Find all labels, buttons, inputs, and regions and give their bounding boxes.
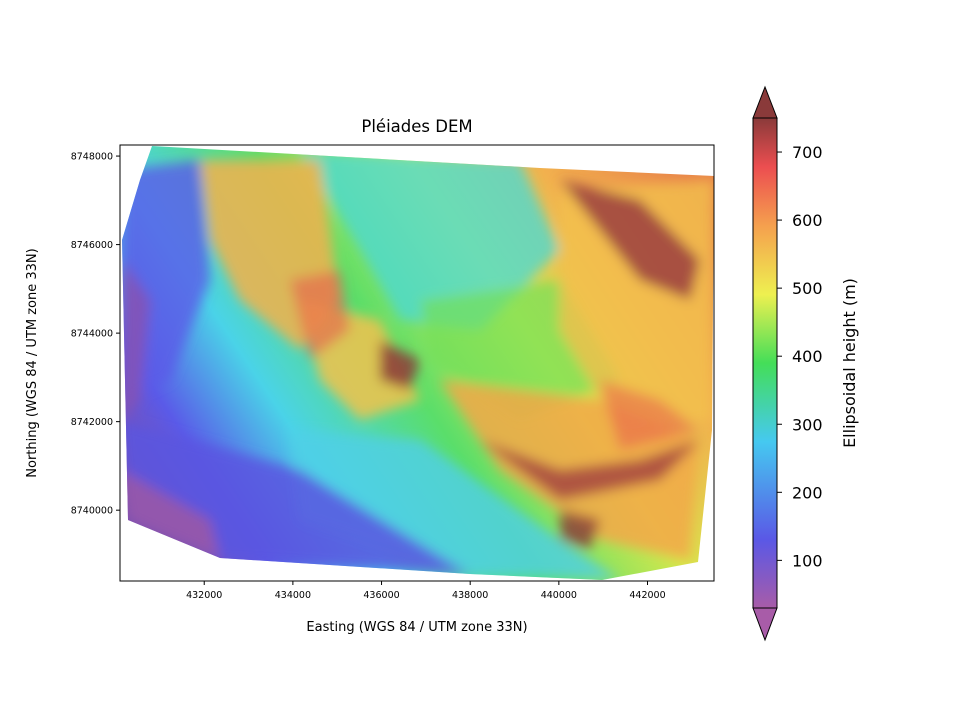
colorbar-ticks: 100 200 300 400 500 600 700 xyxy=(777,143,823,570)
colorbar-tick-label: 100 xyxy=(792,551,823,570)
colorbar-tick-label: 300 xyxy=(792,415,823,434)
colorbar-extend-top xyxy=(752,85,778,119)
colorbar-tick-label: 700 xyxy=(792,143,823,162)
colorbar-label: Ellipsoidal height (m) xyxy=(840,278,859,448)
colorbar-body xyxy=(752,117,778,609)
colorbar-tick-label: 500 xyxy=(792,279,823,298)
y-tick-label: 8748000 xyxy=(71,152,113,163)
x-tick-label: 440000 xyxy=(541,590,577,601)
colorbar-tick-label: 400 xyxy=(792,347,823,366)
x-tick-label: 434000 xyxy=(275,590,311,601)
y-axis-label: Northing (WGS 84 / UTM zone 33N) xyxy=(25,248,40,477)
x-axis-ticks: 432000 434000 436000 438000 440000 442000 xyxy=(186,581,666,601)
y-tick-label: 8740000 xyxy=(71,506,113,517)
colorbar-extend-bottom xyxy=(752,607,778,642)
plot-area xyxy=(119,144,715,582)
y-tick-label: 8742000 xyxy=(71,417,113,428)
dem-raster xyxy=(122,146,714,580)
x-tick-label: 442000 xyxy=(629,590,665,601)
y-axis-ticks: 8740000 8742000 8744000 8746000 8748000 xyxy=(71,152,120,517)
colorbar: 100 200 300 400 500 600 700 Ellipsoidal height… xyxy=(752,85,859,642)
chart-title: Pléiades DEM xyxy=(361,117,472,136)
y-tick-label: 8744000 xyxy=(71,329,113,340)
colorbar-tick-label: 200 xyxy=(792,483,823,502)
y-tick-label: 8746000 xyxy=(71,240,113,251)
x-tick-label: 436000 xyxy=(363,590,399,601)
colorbar-tick-label: 600 xyxy=(792,211,823,230)
x-tick-label: 438000 xyxy=(452,590,488,601)
x-tick-label: 432000 xyxy=(186,590,222,601)
x-axis-label: Easting (WGS 84 / UTM zone 33N) xyxy=(306,620,527,635)
